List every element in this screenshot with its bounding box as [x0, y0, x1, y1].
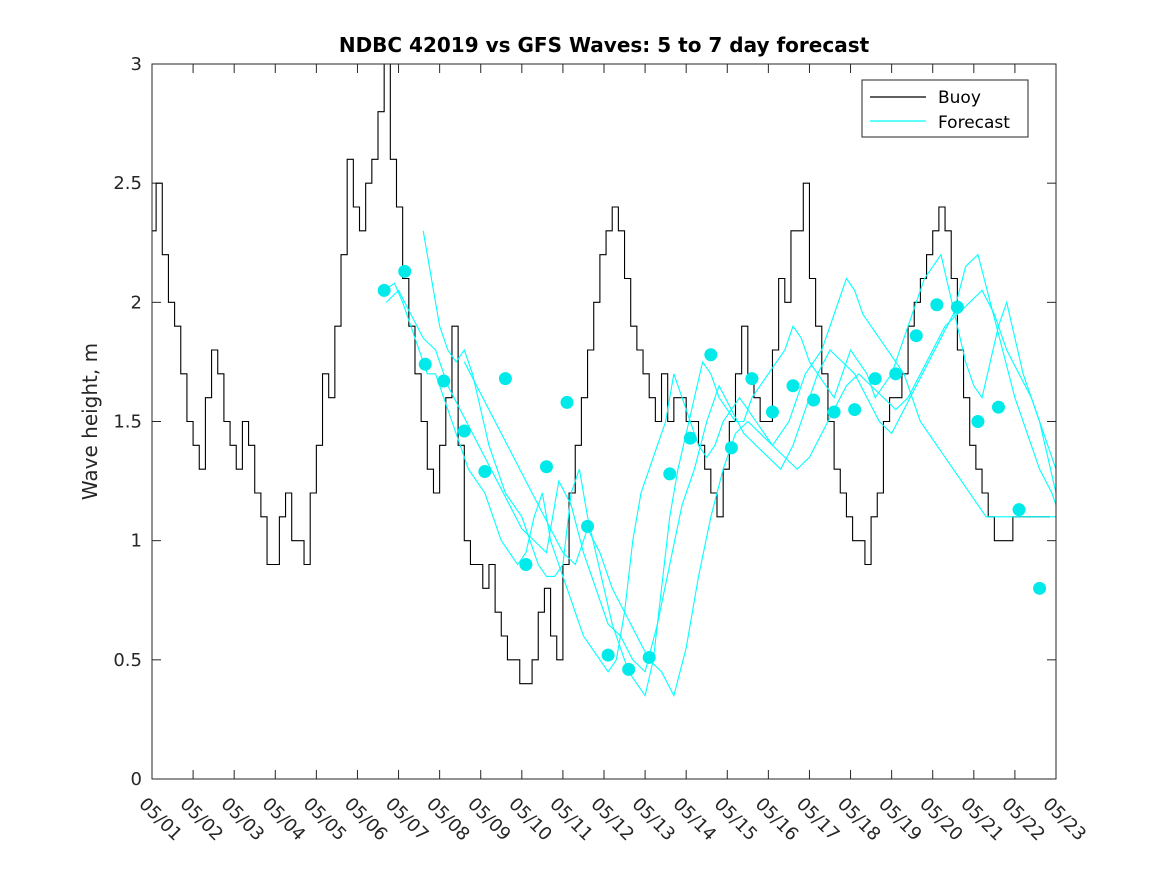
forecast-point: [765, 405, 779, 419]
x-tick-label: 05/08: [422, 794, 474, 846]
forecast-point: [519, 558, 533, 571]
x-tick-label: 05/17: [792, 794, 844, 846]
y-tick-label: 3: [131, 54, 142, 75]
y-tick-label: 2.5: [113, 173, 142, 194]
forecast-point: [437, 374, 451, 388]
series-layer: [152, 64, 1056, 698]
x-tick-label: 05/13: [628, 794, 680, 846]
forecast-point: [971, 415, 985, 428]
forecast-point: [1033, 581, 1047, 595]
chart-title: NDBC 42019 vs GFS Waves: 5 to 7 day fore…: [339, 33, 870, 57]
x-tick-label: 05/12: [586, 794, 638, 846]
x-tick-label: 05/01: [134, 794, 186, 846]
x-tick-label: 05/02: [176, 794, 228, 846]
forecast-point: [991, 400, 1005, 414]
forecast-point: [807, 393, 821, 407]
x-tick-label: 05/04: [258, 794, 310, 846]
legend: Buoy Forecast: [861, 79, 1029, 138]
forecast-point: [848, 403, 862, 417]
forecast-point: [745, 372, 759, 386]
buoy-series-line: [152, 64, 1050, 685]
y-tick-label: 0.5: [113, 650, 142, 671]
axis-ticks: [151, 63, 1057, 780]
forecast-point: [539, 460, 553, 474]
forecast-point: [457, 424, 471, 438]
x-tick-label: 05/06: [340, 794, 392, 846]
y-tick-label: 1: [131, 531, 142, 552]
x-tick-label: 05/09: [463, 794, 515, 846]
forecast-point: [930, 298, 944, 312]
y-tick-label: 1.5: [113, 412, 142, 433]
forecast-series-line: [463, 289, 1056, 698]
forecast-point: [398, 264, 412, 278]
forecast-point: [683, 431, 697, 445]
legend-forecast-label: Forecast: [938, 113, 1010, 133]
x-tick-labels: 05/0105/0205/0305/0405/0505/0605/0705/08…: [134, 794, 1090, 846]
x-tick-label: 05/21: [956, 794, 1008, 846]
x-tick-label: 05/20: [915, 794, 967, 846]
forecast-point: [704, 348, 718, 362]
x-tick-label: 05/07: [381, 794, 433, 846]
x-tick-label: 05/11: [545, 794, 597, 846]
x-tick-label: 05/18: [833, 794, 885, 846]
forecast-series-line: [385, 253, 1056, 673]
x-tick-label: 05/23: [1038, 794, 1090, 846]
forecast-point: [786, 379, 800, 393]
legend-buoy-label: Buoy: [938, 88, 981, 108]
forecast-point: [889, 367, 903, 381]
y-axis-label: Wave height, m: [78, 343, 102, 500]
plot-frame: [151, 63, 1057, 780]
x-tick-label: 05/15: [710, 794, 762, 846]
forecast-point: [642, 650, 656, 664]
legend-box: [861, 79, 1029, 138]
forecast-point: [498, 372, 512, 386]
forecast-point: [909, 329, 923, 343]
forecast-series-line: [422, 230, 1056, 697]
forecast-point: [724, 441, 738, 455]
forecast-point: [827, 405, 841, 419]
forecast-point: [950, 300, 964, 314]
forecast-point: [622, 662, 636, 676]
forecast-point: [560, 395, 574, 409]
forecast-point: [1012, 503, 1026, 517]
forecast-point: [478, 465, 492, 479]
forecast-point: [868, 372, 882, 386]
forecast-point: [663, 467, 677, 481]
y-tick-label: 2: [131, 292, 142, 313]
forecast-point: [601, 648, 615, 662]
x-tick-label: 05/14: [669, 794, 721, 846]
forecast-point: [418, 357, 432, 371]
forecast-point: [581, 519, 595, 533]
x-tick-label: 05/03: [217, 794, 269, 846]
forecast-series-line: [383, 277, 1056, 673]
x-tick-label: 05/19: [874, 794, 926, 846]
x-tick-label: 05/10: [504, 794, 556, 846]
x-tick-label: 05/16: [751, 794, 803, 846]
x-tick-label: 05/05: [299, 794, 351, 846]
y-tick-labels: 0 0.5 1 1.5 2 2.5 3: [113, 54, 142, 790]
x-tick-label: 05/22: [997, 794, 1049, 846]
y-tick-label: 0: [131, 769, 142, 790]
forecast-point: [377, 283, 391, 297]
